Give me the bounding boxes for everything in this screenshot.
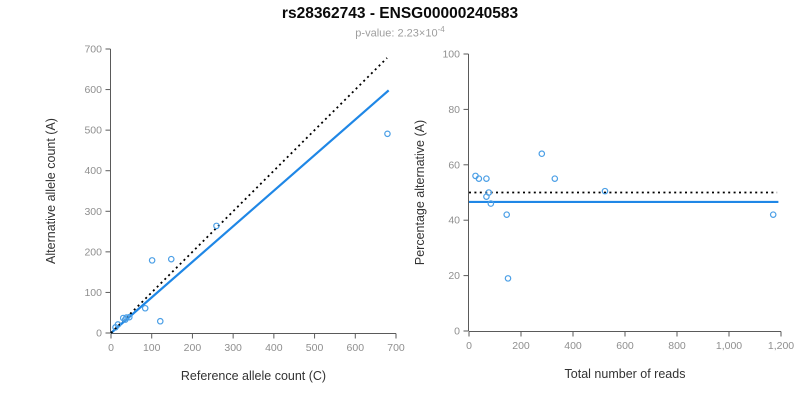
right-x-axis-title: Total number of reads (565, 367, 686, 381)
pvalue-mantissa: 2.23×10 (397, 27, 438, 40)
x-tick-label: 1,200 (768, 340, 794, 352)
data-point (114, 321, 122, 328)
left-y-axis-title: Alternative allele count (A) (44, 118, 58, 264)
data-point (483, 175, 490, 182)
data-point (504, 275, 512, 282)
y-tick-label: 400 (84, 165, 102, 177)
regression-line (110, 89, 390, 334)
y-tick-label: 100 (84, 287, 102, 299)
identity-line (110, 57, 388, 334)
data-point (156, 317, 164, 325)
data-point (551, 175, 559, 182)
right-panel: 0 200 400 600 800 1,000 1,200 0 20 40 60 80 100 Total… (413, 49, 794, 382)
x-tick-label: 600 (616, 340, 634, 352)
data-point (538, 150, 546, 158)
left-panel: 0 100 200 300 400 500 600 700 0 100 200 300 400 500 60… (44, 44, 405, 384)
y-tick-label: 300 (84, 206, 102, 218)
y-tick-label: 100 (442, 49, 460, 61)
y-tick-label: 600 (84, 84, 102, 96)
x-tick-label: 700 (387, 342, 405, 354)
x-tick-label: 200 (184, 342, 202, 354)
figure-title: rs28362743 - ENSG00000240583 (281, 5, 519, 22)
right-axes (463, 53, 782, 337)
data-point (487, 200, 495, 207)
data-point (503, 211, 511, 218)
x-tick-label: 0 (466, 340, 472, 352)
data-point (167, 255, 175, 263)
data-point (601, 187, 609, 195)
pvalue-label: p-value: (355, 27, 395, 40)
y-tick-label: 700 (84, 44, 102, 56)
figure-subtitle: p-value: 2.23×10-4 (0, 25, 800, 40)
x-tick-label: 200 (512, 340, 530, 352)
x-tick-label: 1,000 (716, 340, 742, 352)
data-point (141, 304, 149, 312)
x-tick-label: 500 (306, 342, 324, 354)
data-point (769, 211, 777, 218)
data-point (126, 313, 133, 321)
right-y-axis-title: Percentage alternative (A) (413, 120, 427, 265)
x-tick-label: 400 (265, 342, 283, 354)
y-tick-label: 60 (448, 159, 460, 171)
data-point (475, 175, 483, 182)
x-tick-label: 800 (668, 340, 686, 352)
x-tick-label: 100 (143, 342, 161, 354)
data-point (148, 257, 156, 264)
data-point (483, 193, 490, 200)
y-tick-label: 40 (448, 215, 460, 227)
pvalue-exponent: -4 (437, 25, 445, 34)
left-points (112, 130, 391, 331)
y-tick-label: 20 (448, 270, 460, 282)
y-tick-label: 0 (454, 326, 460, 338)
x-tick-label: 600 (347, 342, 365, 354)
left-x-axis-title: Reference allele count (C) (181, 369, 326, 383)
right-points (472, 150, 777, 282)
y-tick-label: 0 (96, 328, 102, 340)
data-point (384, 130, 391, 138)
y-tick-label: 80 (448, 104, 460, 116)
y-tick-label: 500 (84, 125, 102, 137)
x-tick-label: 300 (224, 342, 242, 354)
x-tick-label: 0 (108, 342, 114, 354)
x-tick-label: 400 (564, 340, 582, 352)
data-point (213, 222, 220, 230)
y-tick-label: 200 (84, 246, 102, 258)
left-axes (105, 48, 397, 339)
